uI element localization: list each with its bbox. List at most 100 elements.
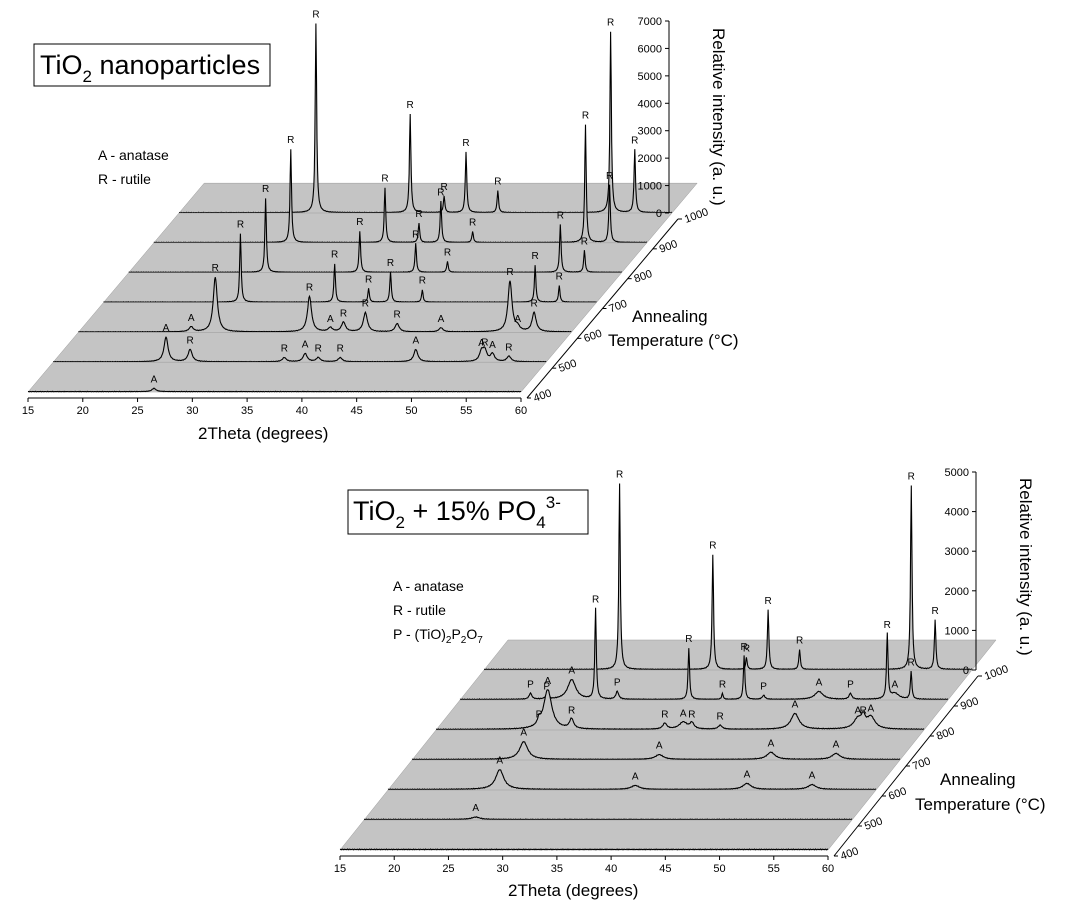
x-tick-label: 40 <box>296 405 308 417</box>
x-tick-label: 15 <box>22 405 34 417</box>
peak-label: R <box>582 110 589 121</box>
series-line-400 <box>339 848 829 851</box>
peak-label: R <box>685 634 692 645</box>
legend-item-anatase: A - anatase <box>98 147 169 163</box>
x-tick-label: 45 <box>659 863 671 875</box>
layer-plane <box>411 729 925 761</box>
peak-label: A <box>327 314 334 325</box>
peak-label: P <box>527 679 534 690</box>
x-tick-label: 60 <box>515 405 527 417</box>
peak-label: R <box>237 220 244 231</box>
x-axis-title: 2Theta (degrees) <box>508 881 638 900</box>
peak-label: A <box>163 323 170 334</box>
z-axis-title-line1: Annealing <box>632 307 708 326</box>
z-tick-label: 600 <box>582 328 603 346</box>
series-line-600 <box>387 769 877 791</box>
z-tick-label: 400 <box>839 845 860 863</box>
peak-label: A <box>744 769 751 780</box>
y-tick-label: 5000 <box>638 71 662 83</box>
x-tick-label: 20 <box>388 863 400 875</box>
series-line-400 <box>27 387 522 393</box>
series-line-600 <box>78 277 572 333</box>
peak-label: R <box>592 594 599 605</box>
peak-label: R <box>932 606 939 617</box>
peak-label: R <box>717 711 724 722</box>
peak-label: R <box>337 344 344 355</box>
peak-label: R <box>287 135 294 146</box>
peak-label: R <box>444 247 451 258</box>
peak-label: R <box>469 217 476 228</box>
peak-label: A <box>868 704 875 715</box>
peak-label: A <box>816 677 823 688</box>
x-tick-label: 40 <box>605 863 617 875</box>
z-tick-label: 500 <box>557 357 578 375</box>
layer-400: A <box>27 361 547 393</box>
peak-label: A <box>892 679 899 690</box>
peak-label: R <box>412 229 419 240</box>
z-tick-label: 500 <box>863 815 884 833</box>
series-line-1000 <box>483 483 973 671</box>
peak-label: R <box>306 282 313 293</box>
y-tick-label: 4000 <box>945 507 969 519</box>
chart-title: TiO2 nanoparticles <box>40 50 260 86</box>
peak-label: P <box>760 681 767 692</box>
peak-label: P <box>847 679 854 690</box>
peak-label: R <box>462 138 469 149</box>
peak-label: A <box>151 374 158 385</box>
peak-label: P <box>536 709 543 720</box>
peak-label: A <box>544 676 551 687</box>
peak-label: R <box>212 263 219 274</box>
peak-label: R <box>884 620 891 631</box>
peak-label: R <box>908 658 915 669</box>
layer-600: A A A A <box>387 756 901 791</box>
z-tick-label: 400 <box>532 387 553 405</box>
layer-plane <box>339 819 853 851</box>
peak-label: A <box>632 771 639 782</box>
legend-item-anatase: A - anatase <box>393 578 464 594</box>
x-tick-label: 20 <box>77 405 89 417</box>
peak-label: R <box>606 171 613 182</box>
y-tick-label: 4000 <box>638 98 662 110</box>
layer-400 <box>339 819 853 851</box>
peak-label: R <box>315 344 322 355</box>
y-axis-title: Relative intensity (a. u.) <box>1016 478 1035 656</box>
peak-label: A <box>478 338 485 349</box>
series-line-700 <box>411 741 901 761</box>
z-tick-label: 700 <box>911 755 932 773</box>
peak-label: A <box>656 741 663 752</box>
peak-label: A <box>809 771 816 782</box>
peak-label: A <box>302 340 309 351</box>
z-tick-label: 900 <box>959 695 980 713</box>
peak-label: A <box>520 728 527 739</box>
peak-label: R <box>661 709 668 720</box>
peak-label: A <box>412 335 419 346</box>
layer-plane <box>27 361 547 393</box>
z-axis-title-line2: Temperature (°C) <box>608 331 739 350</box>
peak-label: R <box>556 272 563 283</box>
peak-label: R <box>362 299 369 310</box>
series-line-900 <box>153 124 648 244</box>
y-tick-label: 5000 <box>945 467 969 479</box>
y-tick-label: 2000 <box>945 586 969 598</box>
peak-label: R <box>568 706 575 717</box>
z-tick-label: 800 <box>633 268 654 286</box>
peak-label: R <box>709 541 716 552</box>
x-axis-title: 2Theta (degrees) <box>198 424 328 443</box>
legend-item-pyrophosphate: P - (TiO)2P2O7 <box>393 626 483 646</box>
peak-label: R <box>530 299 537 310</box>
z-tick-label: 600 <box>887 785 908 803</box>
layer-900: R R R R R R R <box>153 110 673 244</box>
peak-label: R <box>616 469 623 480</box>
peak-label: R <box>340 308 347 319</box>
peak-label: A <box>833 739 840 750</box>
y-tick-label: 3000 <box>945 546 969 558</box>
peak-label: R <box>331 250 338 261</box>
peak-label: A <box>792 700 799 711</box>
peak-label: R <box>860 706 867 717</box>
layer-plane <box>387 759 901 791</box>
peak-label: R <box>281 344 288 355</box>
peak-label: R <box>741 642 748 653</box>
peak-label: R <box>532 251 539 262</box>
